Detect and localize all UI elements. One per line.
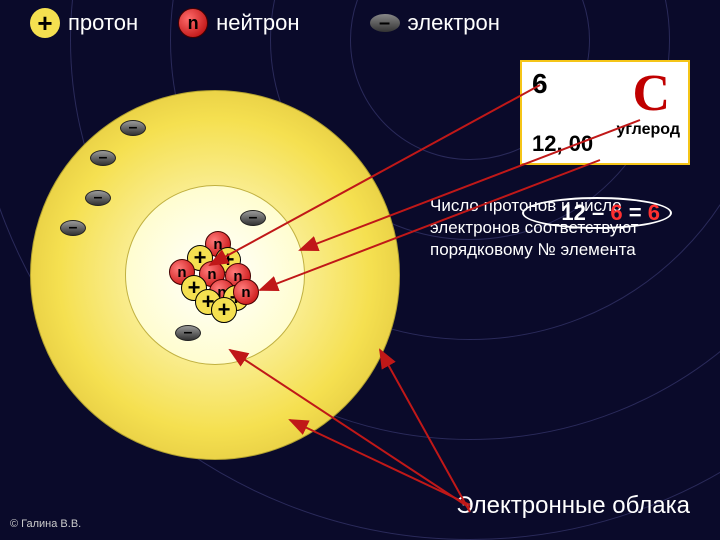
equation-circle xyxy=(522,197,672,229)
proton-icon: + xyxy=(30,8,60,38)
atomic-number: 6 xyxy=(532,68,548,100)
electron-particle: – xyxy=(60,220,86,236)
explain-line3: порядковому № элемента xyxy=(430,239,690,261)
atomic-mass: 12, 00 xyxy=(532,131,593,157)
electron-icon: – xyxy=(370,14,400,32)
legend-proton-label: протон xyxy=(68,10,138,36)
element-box: 6 C углерод 12, 00 xyxy=(520,60,690,165)
legend-electron: – электрон xyxy=(370,10,500,36)
element-name: углерод xyxy=(616,121,680,139)
legend-electron-label: электрон xyxy=(408,10,500,36)
credit-text: © Галина В.В. xyxy=(10,518,81,530)
legend-proton: + протон xyxy=(30,8,138,38)
electron-particle: – xyxy=(175,325,201,341)
electron-clouds-label: Электронные облака xyxy=(456,492,690,520)
legend-row: + протон n нейтрон – электрон xyxy=(0,8,720,38)
atom-diagram: n++nnn+n++n+ –––––– xyxy=(30,90,400,460)
legend-neutron: n нейтрон xyxy=(178,8,299,38)
electron-particle: – xyxy=(240,210,266,226)
legend-neutron-label: нейтрон xyxy=(216,10,299,36)
electron-particle: – xyxy=(90,150,116,166)
neutron-particle: n xyxy=(233,279,259,305)
element-symbol: C xyxy=(632,64,670,123)
electron-particle: – xyxy=(120,120,146,136)
nucleus: n++nnn+n++n+ xyxy=(175,235,255,315)
electron-particle: – xyxy=(85,190,111,206)
proton-particle: + xyxy=(211,297,237,323)
neutron-icon: n xyxy=(178,8,208,38)
